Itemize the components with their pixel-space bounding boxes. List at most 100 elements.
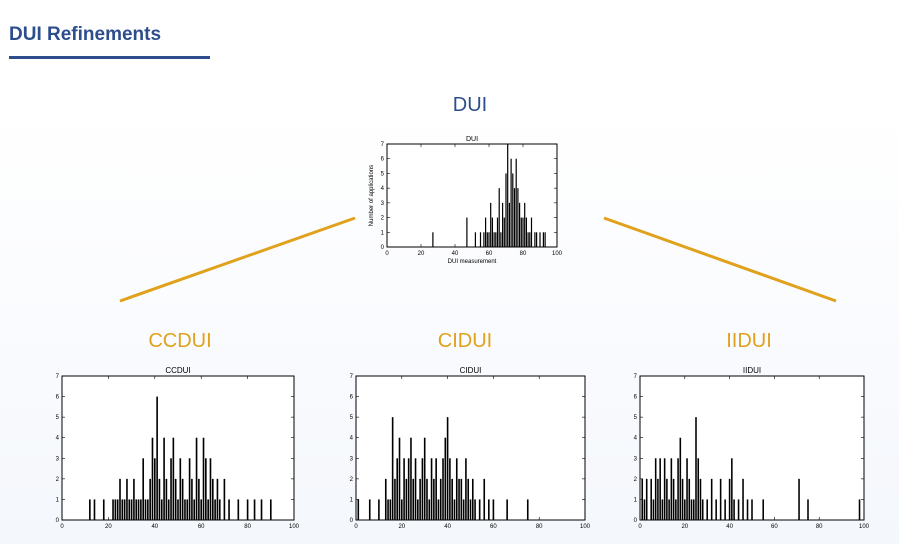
bar <box>488 232 490 247</box>
bar <box>93 499 96 520</box>
bar <box>527 232 529 247</box>
bar <box>474 232 476 247</box>
slide-title: DUI Refinements <box>9 24 162 45</box>
bar <box>426 478 428 520</box>
bar <box>216 478 219 520</box>
bar <box>536 232 538 247</box>
y-tick-label: 2 <box>350 477 354 483</box>
bar <box>858 499 861 520</box>
bar <box>114 499 117 520</box>
bar <box>465 458 467 520</box>
y-tick-label: 6 <box>350 395 354 401</box>
x-tick-label: 60 <box>771 524 778 530</box>
bar <box>681 478 684 520</box>
bar <box>442 458 444 520</box>
bar <box>421 458 424 520</box>
y-tick-label: 4 <box>56 436 60 442</box>
bar <box>394 478 396 520</box>
y-tick-label: 0 <box>56 518 60 524</box>
bar <box>193 499 196 520</box>
y-tick-label: 5 <box>56 415 60 421</box>
bar <box>737 499 740 520</box>
bar <box>433 478 435 520</box>
bar <box>493 232 495 247</box>
bar <box>663 458 666 520</box>
y-tick-label: 2 <box>381 216 385 222</box>
label-ccdui: CCDUI <box>148 330 212 352</box>
label-cidui: CIDUI <box>437 330 493 352</box>
bar <box>670 458 673 520</box>
bar <box>485 217 487 247</box>
bar <box>695 417 697 520</box>
bar <box>179 458 182 520</box>
bar <box>467 478 470 520</box>
y-tick-label: 1 <box>56 497 60 503</box>
y-tick-label: 1 <box>350 497 354 503</box>
y-tick-label: 7 <box>350 374 354 380</box>
chart-iidui: IIDUI 0 1 2 3 4 5 6 7 0 20 40 60 80 100 <box>634 366 870 530</box>
y-tick-label: 6 <box>381 157 385 163</box>
bar <box>519 202 521 247</box>
chart-dui: DUI 0 1 2 3 4 5 6 7 0 20 40 60 80 100 DUI measurement Nu… <box>369 136 563 265</box>
bar <box>140 499 142 520</box>
bar <box>403 458 405 520</box>
plot-frame <box>386 143 558 248</box>
chart-title: CIDUI <box>460 366 482 375</box>
x-tick-label: 80 <box>536 524 543 530</box>
bar <box>211 478 214 520</box>
bar <box>679 437 682 520</box>
bar <box>544 232 546 247</box>
bar <box>505 173 507 247</box>
bar <box>444 437 447 520</box>
bar <box>746 499 749 520</box>
bar <box>478 499 481 520</box>
bar <box>214 499 216 520</box>
bar <box>659 458 661 520</box>
bar <box>153 458 156 520</box>
bar <box>496 217 499 247</box>
bar <box>495 232 497 247</box>
bar <box>186 499 189 520</box>
bar <box>692 499 695 520</box>
bar <box>451 478 453 520</box>
bar <box>378 499 380 520</box>
bar <box>156 396 158 520</box>
bar <box>195 437 198 520</box>
bar <box>128 499 131 520</box>
bar <box>715 499 717 520</box>
bar <box>460 478 463 520</box>
bar <box>218 499 221 520</box>
bar <box>130 499 133 520</box>
bar <box>706 499 708 520</box>
bar <box>160 499 163 520</box>
y-tick-label: 3 <box>634 456 638 462</box>
bar <box>657 478 659 520</box>
y-tick-label: 7 <box>381 142 385 148</box>
bar <box>458 478 460 520</box>
y-tick-label: 0 <box>350 518 354 524</box>
bar <box>181 478 184 520</box>
bar <box>165 478 168 520</box>
bar <box>498 188 500 247</box>
x-tick-label: 20 <box>418 251 425 257</box>
y-tick-label: 2 <box>56 477 60 483</box>
bar <box>469 499 472 520</box>
bar <box>666 478 668 520</box>
bar <box>798 478 800 520</box>
bar <box>269 499 272 520</box>
bar <box>672 478 675 520</box>
bar <box>684 499 686 520</box>
bar <box>731 458 733 520</box>
x-tick-label: 100 <box>552 251 563 257</box>
bar <box>368 499 371 520</box>
bar <box>490 202 492 247</box>
x-tick-label: 40 <box>444 524 451 530</box>
bar <box>491 217 493 247</box>
chart-title: DUI <box>466 136 478 143</box>
plot-frame <box>61 375 295 521</box>
bar <box>253 499 256 520</box>
y-tick-label: 0 <box>634 518 638 524</box>
bar <box>432 232 434 247</box>
bar <box>492 499 495 520</box>
y-tick-label: 6 <box>56 395 60 401</box>
